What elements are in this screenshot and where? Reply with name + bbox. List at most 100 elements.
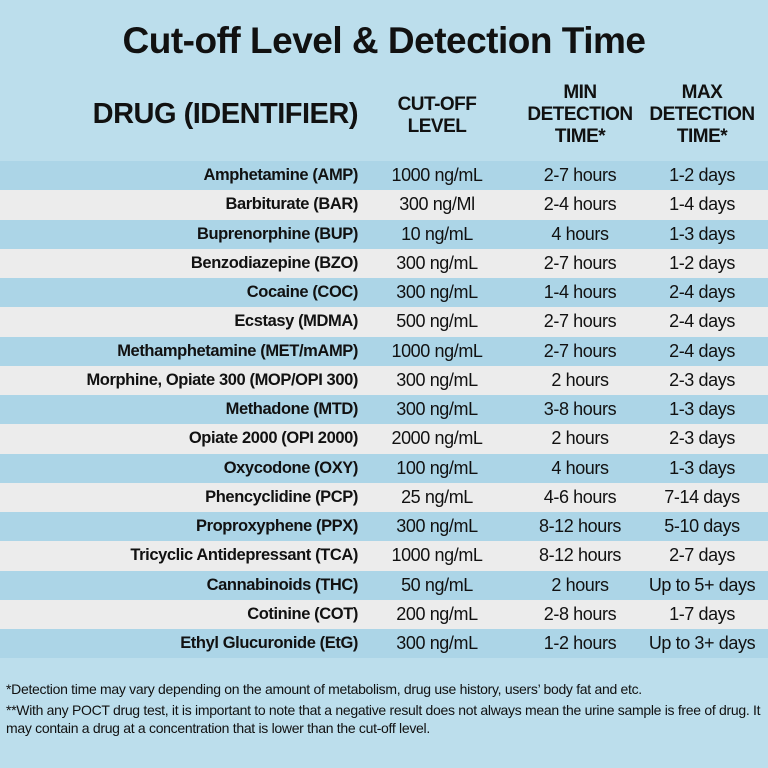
header-min-line: TIME* [554,126,606,147]
drug-cell: Buprenorphine (BUP) [196,224,358,243]
max-time-cell: Up to 5+ days [648,574,756,595]
drug-cell: Tricyclic Antidepressant (TCA) [130,546,358,565]
header-cutoff-line: LEVEL [407,116,467,137]
cutoff-cell: 1000 ng/mL [391,340,483,361]
min-time-cell: 4 hours [551,457,609,478]
header-max-line: DETECTION [649,104,755,125]
page-title: Cut-off Level & Detection Time [122,20,646,61]
cutoff-cell: 200 ng/mL [396,603,478,624]
table-row: Amphetamine (AMP) 1000 ng/mL 2-7 hours 1-2 … [0,161,768,191]
max-time-cell: 2-4 days [669,282,735,302]
header-min-line: DETECTION [527,104,633,125]
drug-cell: Phencyclidine (PCP) [205,487,358,506]
table-row: Ethyl Glucuronide (EtG) 300 ng/mL 1-2 hour… [0,629,768,659]
drug-cell: Cannabinoids (THC) [206,575,359,594]
cutoff-cell: 300 ng/mL [396,282,478,302]
min-time-cell: 2 hours [551,369,609,390]
drug-cell: Opiate 2000 (OPI 2000) [188,429,359,448]
table-row: Cocaine (COC) 300 ng/mL 1-4 hours 2-4 days [0,278,768,308]
min-time-cell: 2 hours [551,574,609,595]
header-cutoff-line: CUT-OFF [397,94,477,115]
min-time-cell: 3-8 hours [543,399,617,419]
drug-cell: Benzodiazepine (BZO) [190,253,358,272]
drug-cell: Ecstasy (MDMA) [234,312,358,331]
max-time-cell: 7-14 days [664,486,740,507]
cutoff-cell: 100 ng/mL [396,457,478,478]
min-time-cell: 2-7 hours [543,252,617,273]
cutoff-cell: 300 ng/mL [396,252,478,273]
footnote: **With any POCT drug test, it is importa… [6,702,761,736]
max-time-cell: Up to 3+ days [648,633,756,653]
cutoff-cell: 1000 ng/mL [391,545,483,566]
footnote: *Detection time may vary depending on th… [6,681,642,697]
table-row: Barbiturate (BAR) 300 ng/Ml 2-4 hours 1-4 d… [0,190,768,220]
footnotes: *Detection time may vary depending on th… [6,680,766,740]
table-row: Methadone (MTD) 300 ng/mL 3-8 hours 1-3 day… [0,395,768,425]
cutoff-cell: 10 ng/mL [401,223,473,244]
cutoff-cell: 300 ng/mL [396,399,478,419]
drug-cell: Morphine, Opiate 300 (MOP/OPI 300) [86,370,358,389]
max-time-cell: 2-7 days [669,545,735,566]
table-row: Tricyclic Antidepressant (TCA) 1000 ng/mL… [0,541,768,571]
min-time-cell: 4-6 hours [543,486,617,507]
table-row: Benzodiazepine (BZO) 300 ng/mL 2-7 hours 1-… [0,248,768,278]
table-row: Morphine, Opiate 300 (MOP/OPI 300) 300 ng… [0,365,768,395]
header-cutoff: CUT-OFF LEVEL [375,94,499,138]
table-row: Methamphetamine (MET/mAMP) 1000 ng/mL 2-7 … [0,336,768,366]
cutoff-cell: 300 ng/mL [396,633,478,653]
table-row: Oxycodone (OXY) 100 ng/mL 4 hours 1-3 days [0,453,768,483]
drug-cell: Cotinine (COT) [247,604,358,623]
cutoff-cell: 25 ng/mL [401,486,473,507]
max-time-cell: 1-3 days [669,457,735,478]
min-time-cell: 1-2 hours [543,633,617,653]
drug-cell: Methamphetamine (MET/mAMP) [117,341,358,360]
table-row: Ecstasy (MDMA) 500 ng/mL 2-7 hours 2-4 days [0,307,768,337]
max-time-cell: 5-10 days [664,516,740,536]
min-time-cell: 4 hours [551,223,609,244]
min-time-cell: 2-4 hours [543,194,617,215]
min-time-cell: 8-12 hours [538,516,622,536]
max-time-cell: 1-4 days [669,194,735,215]
table-row: Proproxyphene (PPX) 300 ng/mL 8-12 hours 5-… [0,512,768,542]
max-time-cell: 1-2 days [669,252,735,273]
min-time-cell: 8-12 hours [538,545,622,566]
header-drug: DRUG (IDENTIFIER) [92,98,359,130]
drug-cell: Amphetamine (AMP) [203,166,358,184]
detection-table: Amphetamine (AMP) 1000 ng/mL 2-7 hours 1-2 … [0,161,768,659]
min-time-cell: 2-7 hours [543,165,617,185]
header-max-line: MAX [681,82,723,103]
cutoff-cell: 1000 ng/mL [391,165,483,185]
drug-cell: Methadone (MTD) [225,400,359,418]
drug-cell: Barbiturate (BAR) [225,195,358,214]
max-time-cell: 2-4 days [669,311,735,332]
header-min-line: MIN [563,82,597,103]
cutoff-cell: 500 ng/mL [396,311,478,332]
drug-cell: Proproxyphene (PPX) [195,517,358,535]
header-max-line: TIME* [676,126,728,147]
table-row: Phencyclidine (PCP) 25 ng/mL 4-6 hours 7-14… [0,482,768,512]
min-time-cell: 2-7 hours [543,311,617,332]
table-row: Cannabinoids (THC) 50 ng/mL 2 hours Up to 5… [0,570,768,600]
max-time-cell: 1-3 days [669,223,735,244]
max-time-cell: 2-3 days [669,428,735,449]
min-time-cell: 2-8 hours [543,603,617,624]
min-time-cell: 2-7 hours [543,340,617,361]
cutoff-cell: 50 ng/mL [401,574,473,595]
cutoff-cell: 300 ng/Ml [399,194,475,215]
max-time-cell: 1-7 days [669,603,735,624]
cutoff-cell: 300 ng/mL [396,516,478,536]
drug-cell: Cocaine (COC) [246,283,359,301]
drug-cell: Oxycodone (OXY) [223,458,359,477]
table-row: Cotinine (COT) 200 ng/mL 2-8 hours 1-7 days [0,599,768,629]
cutoff-cell: 300 ng/mL [396,369,478,390]
min-time-cell: 1-4 hours [543,282,617,302]
header-min: MIN DETECTION TIME* [515,82,645,148]
min-time-cell: 2 hours [551,428,609,449]
drug-cell: Ethyl Glucuronide (EtG) [180,634,358,652]
table-row: Buprenorphine (BUP) 10 ng/mL 4 hours 1-3 da… [0,219,768,249]
max-time-cell: 2-3 days [669,369,735,390]
max-time-cell: 1-3 days [669,399,735,419]
table-row: Opiate 2000 (OPI 2000) 2000 ng/mL 2 hours 2… [0,424,768,454]
cutoff-cell: 2000 ng/mL [391,428,483,449]
header-max: MAX DETECTION TIME* [638,82,766,148]
